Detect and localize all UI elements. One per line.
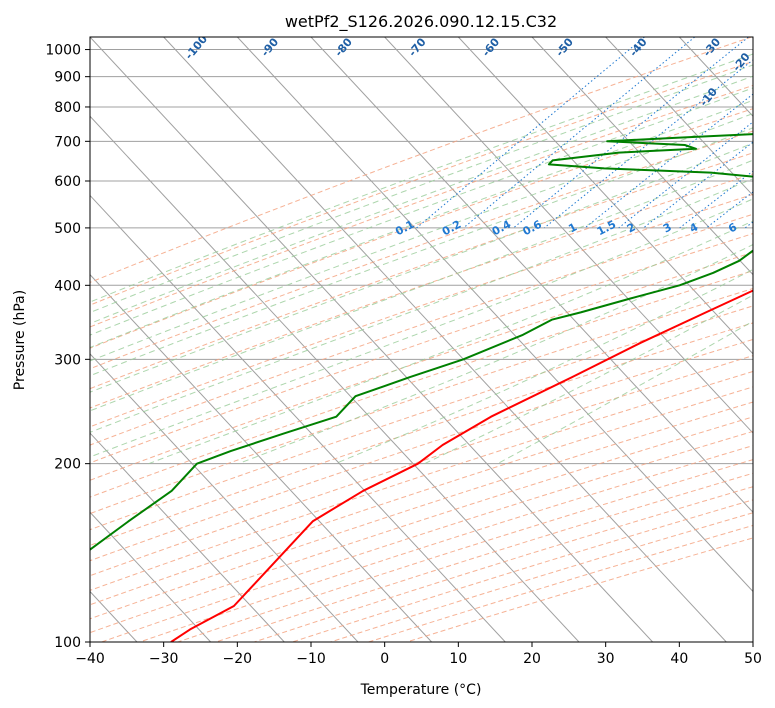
dry-adiabat bbox=[90, 386, 753, 606]
chart-title: wetPf2_S126.2026.090.12.15.C32 bbox=[285, 12, 557, 32]
x-tick-label: 30 bbox=[597, 651, 615, 667]
moist-adiabat bbox=[90, 64, 753, 314]
dry-adiabat bbox=[90, 370, 753, 591]
y-tick-label: 100 bbox=[54, 635, 81, 651]
y-tick-label: 600 bbox=[54, 174, 81, 190]
mixing-ratio-line bbox=[513, 37, 749, 229]
y-tick-label: 300 bbox=[54, 352, 81, 368]
moist-adiabat bbox=[90, 53, 753, 303]
isotherm--60 bbox=[90, 194, 506, 642]
dry-adiabat bbox=[90, 108, 753, 349]
isotherm--100 bbox=[90, 511, 212, 642]
x-tick-label: 50 bbox=[744, 651, 762, 667]
isotherm-20 bbox=[531, 37, 753, 276]
x-tick-label: 10 bbox=[449, 651, 467, 667]
moist-adiabat bbox=[238, 243, 753, 465]
dry-adiabat bbox=[90, 60, 753, 306]
x-tick-label: −40 bbox=[75, 651, 105, 667]
dry-adiabat bbox=[90, 322, 753, 546]
dry-adiabat bbox=[90, 270, 753, 498]
dry-adiabat bbox=[90, 152, 753, 390]
dewpoint-line bbox=[90, 133, 753, 551]
mixing-ratio-line bbox=[416, 37, 645, 229]
dry-adiabat bbox=[90, 37, 752, 283]
moist-adiabat bbox=[90, 113, 753, 362]
dry-adiabat bbox=[90, 251, 753, 481]
moist-adiabat bbox=[335, 268, 753, 465]
isotherm-10 bbox=[457, 37, 753, 355]
x-axis-label: Temperature (°C) bbox=[360, 682, 482, 698]
y-tick-label: 1000 bbox=[45, 43, 81, 59]
x-tick-label: −30 bbox=[149, 651, 179, 667]
x-tick-label: −20 bbox=[223, 651, 253, 667]
x-tick-label: 40 bbox=[670, 651, 688, 667]
x-tick-label: 20 bbox=[523, 651, 541, 667]
x-axis-ticks: −40 −30 −20 −10 0 10 20 30 40 50 bbox=[75, 642, 762, 667]
dry-adiabat bbox=[90, 233, 753, 464]
moist-adiabat bbox=[90, 99, 753, 349]
dry-adiabat bbox=[90, 338, 753, 562]
moist-adiabat bbox=[90, 75, 753, 325]
y-tick-label: 400 bbox=[54, 278, 81, 294]
y-tick-label: 500 bbox=[54, 221, 81, 237]
y-tick-label: 900 bbox=[54, 70, 81, 86]
isotherm--80 bbox=[90, 353, 359, 642]
isotherm--20 bbox=[236, 37, 753, 593]
y-axis-label: Pressure (hPa) bbox=[12, 290, 28, 390]
dry-adiabat bbox=[90, 84, 753, 328]
moist-adiabat bbox=[424, 294, 753, 465]
isotherm--30 bbox=[163, 37, 727, 642]
isotherm-0 bbox=[384, 37, 753, 434]
isotherm--40 bbox=[90, 37, 654, 642]
dry-adiabat bbox=[90, 287, 753, 515]
isobar-grid bbox=[90, 49, 753, 642]
isotherm-grid bbox=[90, 37, 753, 642]
temperature-line bbox=[170, 289, 753, 642]
plot-frame bbox=[89, 36, 754, 643]
x-tick-label: −10 bbox=[296, 651, 326, 667]
mixing-ratio-line bbox=[543, 59, 753, 229]
y-tick-label: 200 bbox=[54, 457, 81, 473]
x-tick-label: 0 bbox=[380, 651, 389, 667]
y-tick-label: 800 bbox=[54, 100, 81, 116]
isotherm-30 bbox=[605, 37, 753, 197]
isotherm--90 bbox=[90, 432, 285, 642]
plot-area: 0.10.20.40.611.52346810131620253036-100-… bbox=[90, 37, 753, 642]
moist-adiabat bbox=[90, 178, 753, 433]
mixing-ratio-lines bbox=[416, 37, 753, 229]
y-tick-label: 700 bbox=[54, 134, 81, 150]
moist-adiabat bbox=[497, 320, 753, 465]
isotherm--70 bbox=[90, 273, 433, 642]
y-axis-ticks: 100 200 300 400 500 600 700 800 900 1000 bbox=[45, 43, 90, 651]
mixing-ratio-line bbox=[643, 141, 753, 229]
dry-adiabat bbox=[90, 305, 753, 531]
mixing-ratio-line bbox=[463, 37, 696, 229]
profile-series bbox=[90, 133, 753, 642]
dry-adiabat bbox=[90, 213, 753, 446]
